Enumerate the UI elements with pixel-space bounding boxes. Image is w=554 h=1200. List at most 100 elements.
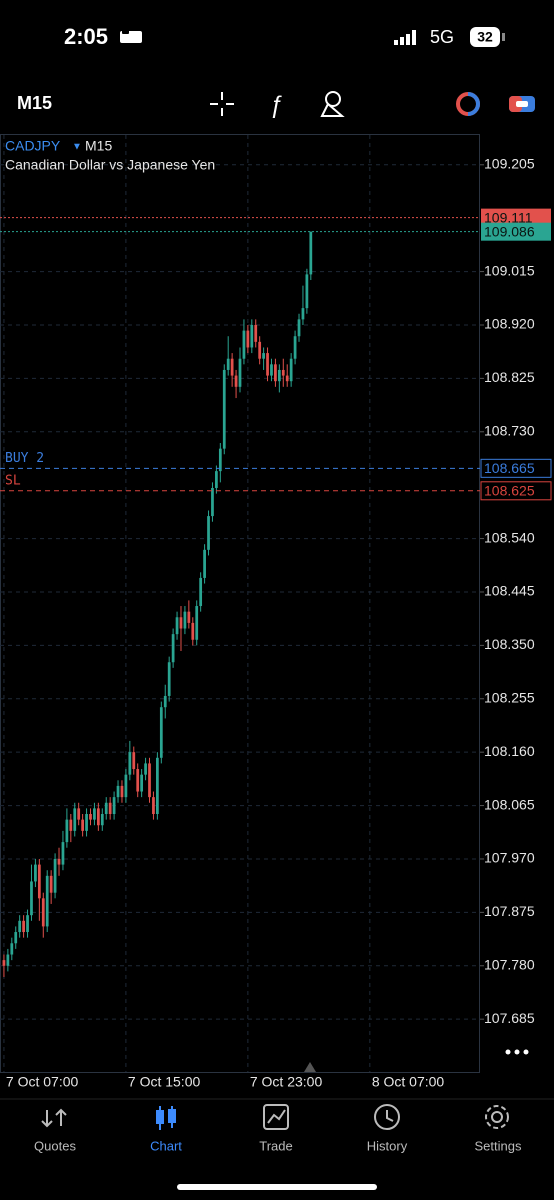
candle-body [234,375,238,387]
candle-body [41,898,45,927]
candle-body [37,864,41,899]
chart-icon[interactable] [156,1106,176,1130]
candle-body [159,707,163,758]
crosshair-button[interactable] [210,92,234,116]
candle-body [183,611,187,629]
candle-body [128,752,132,775]
tab-label[interactable]: Quotes [34,1138,76,1153]
candle-body [226,358,230,370]
candle-body [305,274,309,309]
price-level-label: 109.086 [484,223,535,239]
candle-body [179,617,183,629]
price-level-label: 108.665 [484,460,535,476]
y-tick-label: 108.160 [484,743,535,759]
candle-body [274,364,277,382]
history-icon[interactable] [374,1104,400,1130]
x-tick-label: 7 Oct 23:00 [250,1074,323,1090]
clock: 2:05 [64,24,108,49]
candle-body [277,369,281,382]
candle-body [258,341,262,359]
symbol[interactable]: CADJPY [5,138,61,154]
candle-body [34,864,37,882]
candle-body [222,369,226,449]
candle-body [156,757,159,815]
candle-body [124,774,128,798]
chart-timeframe: M15 [85,138,112,154]
candle-body [254,324,258,342]
objects-button[interactable] [320,91,345,117]
candle-body [203,549,206,578]
x-tick-label: 8 Oct 07:00 [372,1074,445,1090]
candle-body [30,881,33,916]
symbol-dropdown[interactable]: ▼ [72,142,82,153]
tab-label[interactable]: History [367,1138,408,1153]
candle-body [77,808,81,820]
one-click-button[interactable] [456,92,480,116]
quotes-icon[interactable] [41,1108,67,1128]
candle-body [108,802,112,815]
candle-body [207,516,210,550]
candle-body [262,353,265,359]
y-tick-label: 108.920 [484,316,535,332]
candle-body [171,634,175,663]
candle-body [309,231,313,275]
candle-body [163,695,167,708]
candle-body [175,617,179,635]
tab-label[interactable]: Trade [259,1138,292,1153]
candle-body [144,763,147,775]
candle-body [96,808,100,826]
battery-level: 32 [477,29,493,45]
settings-icon[interactable] [485,1105,509,1129]
candle-body [112,797,116,815]
battery-icon [470,27,500,47]
y-tick-label: 108.350 [484,636,535,652]
candle-body [14,932,18,944]
order-label: SL [5,473,21,488]
scroll-marker [304,1062,316,1072]
candle-body [281,369,285,376]
network: 5G [430,27,454,47]
candle-body [218,448,222,472]
candle-body [187,611,191,623]
candle-body [230,358,234,376]
candle-body [85,814,88,831]
candle-body [136,769,140,792]
candle-body [199,577,203,607]
candle-body [195,606,199,640]
candle-body [167,662,171,696]
timeframe-button[interactable]: M15 [17,93,52,113]
y-tick-label: 107.685 [484,1010,535,1026]
candle-body [45,875,49,927]
candle-body [10,943,14,955]
candle-body [89,814,92,820]
candle-body [65,819,69,843]
indicators-button[interactable]: ƒ [269,91,282,118]
candle-body [191,622,195,640]
tab-label[interactable]: Settings [475,1138,522,1153]
tab-label[interactable]: Chart [150,1138,182,1153]
candle-body [266,353,269,376]
candle-body [116,785,120,798]
y-tick-label: 108.065 [484,796,535,812]
candle-body [301,308,305,320]
candle-body [61,842,65,865]
trade-button[interactable] [509,96,535,112]
price-level-label: 108.625 [484,483,535,499]
candle-body [215,471,218,488]
more-button[interactable] [505,1049,529,1055]
candle-body [140,774,144,792]
candle-body [18,920,22,933]
candle-body [93,808,96,820]
candle-body [148,763,151,798]
chart-subtitle: Canadian Dollar vs Japanese Yen [5,157,215,173]
trade-icon[interactable] [263,1104,289,1130]
price-level-box [480,481,552,501]
y-tick-label: 108.730 [484,422,535,438]
candle-body [238,358,242,387]
candle-body [297,319,301,337]
x-tick-label: 7 Oct 07:00 [6,1074,79,1090]
y-tick-label: 109.015 [484,262,535,278]
candle-body [2,960,6,966]
